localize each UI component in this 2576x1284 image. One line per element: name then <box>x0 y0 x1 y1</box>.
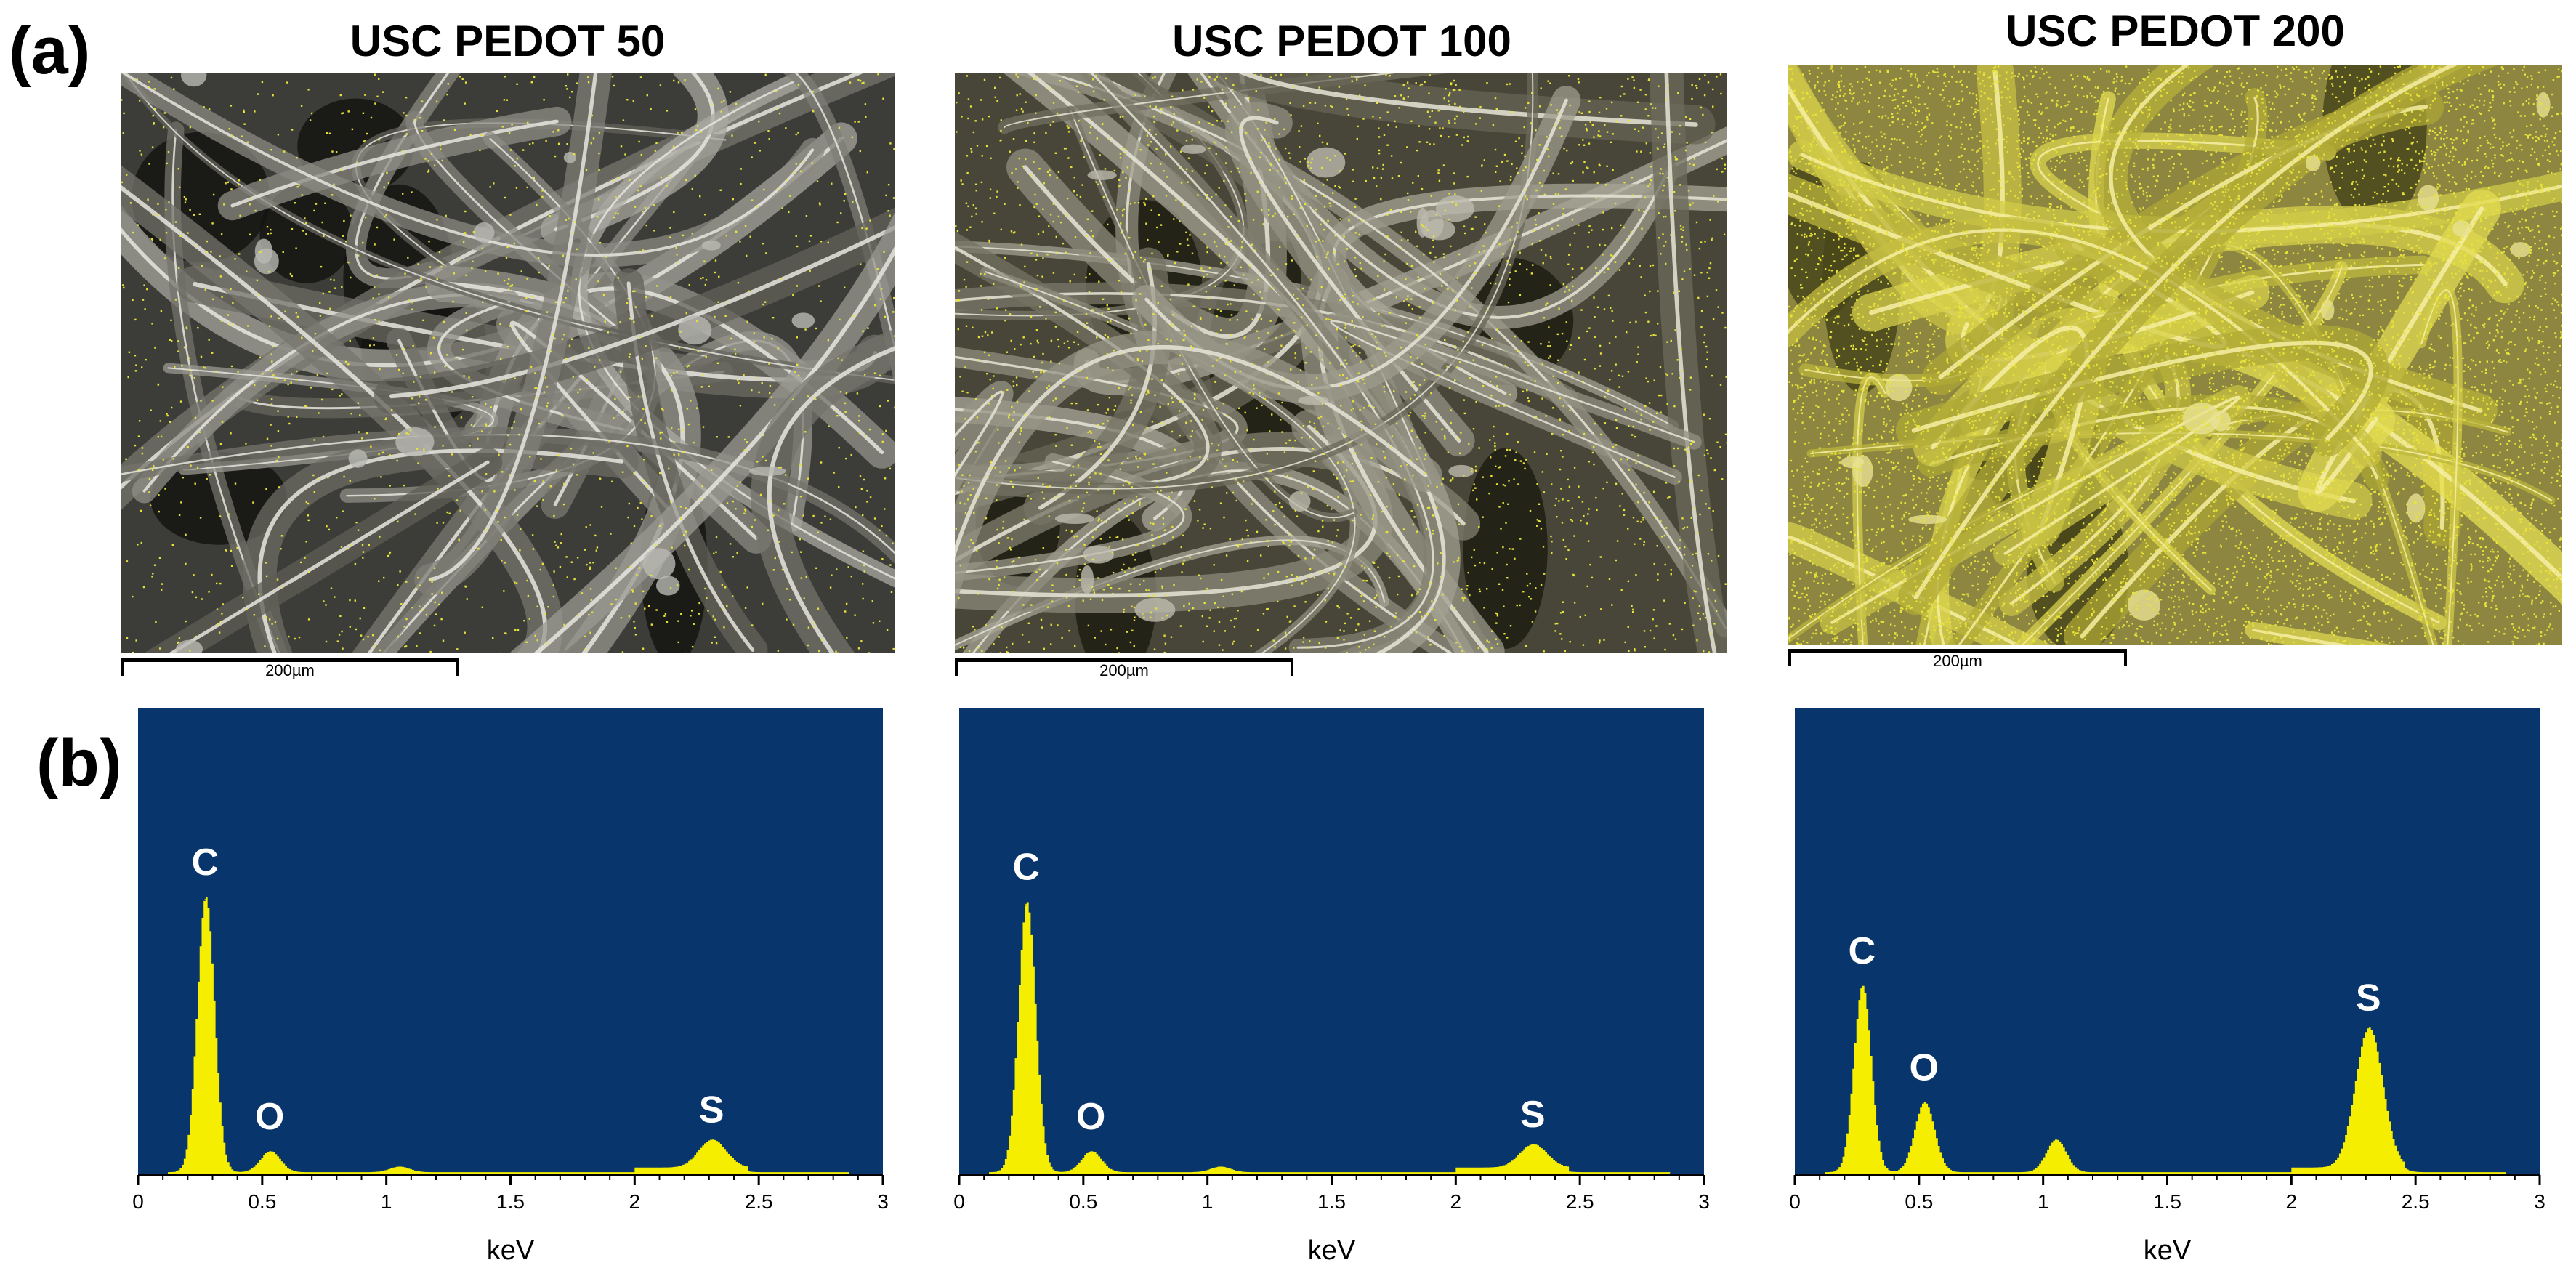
sample-title-100: USC PEDOT 100 <box>1172 17 1511 65</box>
x-tick-label: 3 <box>1698 1190 1710 1213</box>
spectrum-background <box>959 708 1704 1175</box>
x-axis-label: keV <box>2144 1235 2192 1266</box>
peak-label-o: O <box>255 1096 284 1138</box>
spectrum-peak-point <box>204 899 206 901</box>
x-tick-label: 0.5 <box>1905 1190 1933 1213</box>
x-tick-label: 1 <box>2038 1190 2049 1213</box>
peak-label-s: S <box>1520 1094 1546 1136</box>
eds-spectrum-100: C O S 0 0.5 1 1.5 2 2.5 3 keV <box>930 708 1737 1275</box>
sem-image-100 <box>955 73 1727 653</box>
spectrum-peak-point <box>711 1146 713 1148</box>
x-tick-label: 0 <box>1789 1190 1801 1213</box>
spectrum-svg-200: C O S 0 0.5 1 1.5 2 2.5 3 keV <box>1789 708 2545 1266</box>
spectrum-peak-point <box>1219 1168 1221 1171</box>
x-tick-label: 2.5 <box>745 1190 773 1213</box>
x-tick-label: 0 <box>132 1190 144 1213</box>
x-axis-label: keV <box>487 1235 535 1266</box>
spectrum-peak-point <box>1532 1150 1534 1152</box>
peak-label-s: S <box>699 1089 724 1131</box>
spectrum-svg-50: C O S 0 0.5 1 1.5 2 2.5 3 keV <box>132 708 889 1266</box>
x-tick-label: 0.5 <box>248 1190 276 1213</box>
spectrum-peak-point <box>2054 1142 2056 1144</box>
spectrum-background <box>1795 708 2540 1175</box>
sample-title-50: USC PEDOT 50 <box>350 17 666 65</box>
sem-eds-map-200 <box>1788 65 2562 645</box>
scale-bar-50 <box>121 658 459 676</box>
spectrum-peak-point <box>1025 903 1027 905</box>
x-tick-label: 1.5 <box>2153 1190 2181 1213</box>
x-tick-label: 0 <box>953 1190 965 1213</box>
scale-label-100: 200µm <box>1099 661 1149 679</box>
sem-eds-map-100 <box>955 73 1727 653</box>
sem-image-50 <box>121 73 895 653</box>
peak-label-o: O <box>1909 1047 1938 1089</box>
peak-label-c: C <box>191 841 219 884</box>
peak-label-c: C <box>1012 847 1040 889</box>
sample-title-200: USC PEDOT 200 <box>2006 7 2345 55</box>
sem-eds-map-50 <box>121 73 895 653</box>
panel-b-label: (b) <box>36 726 122 800</box>
x-tick-label: 1.5 <box>496 1190 525 1213</box>
x-tick-label: 1.5 <box>1317 1190 1346 1213</box>
peak-label-o: O <box>1076 1096 1105 1138</box>
x-tick-label: 3 <box>877 1190 889 1213</box>
eds-spectrum-50: C O S 0 0.5 1 1.5 2 2.5 3 keV <box>109 708 916 1275</box>
spectrum-peak-point <box>269 1153 271 1155</box>
spectrum-peak-point <box>1923 1104 1925 1106</box>
spectrum-peak-point <box>397 1168 400 1171</box>
sem-image-200 <box>1788 65 2562 645</box>
scale-label-50: 200µm <box>265 661 315 679</box>
x-tick-label: 1 <box>381 1190 392 1213</box>
x-tick-label: 2 <box>629 1190 641 1213</box>
spectrum-svg-100: C O S 0 0.5 1 1.5 2 2.5 3 keV <box>953 708 1710 1266</box>
x-tick-label: 2 <box>2286 1190 2298 1213</box>
x-tick-label: 2.5 <box>1566 1190 1594 1213</box>
spectrum-peak-point <box>1861 988 1863 990</box>
peak-label-s: S <box>2356 977 2381 1019</box>
x-tick-label: 3 <box>2534 1190 2545 1213</box>
scale-bar-200 <box>1788 649 2127 666</box>
spectrum-peak-point <box>1090 1153 1092 1155</box>
spectrum-background <box>138 708 883 1175</box>
eds-spectrum-200: C O S 0 0.5 1 1.5 2 2.5 3 keV <box>1766 708 2572 1275</box>
spectrum-trace <box>1825 985 2506 1175</box>
x-tick-label: 2.5 <box>2402 1190 2430 1213</box>
x-tick-label: 1 <box>1202 1190 1214 1213</box>
x-axis-label: keV <box>1308 1235 1356 1266</box>
spectrum-peak-point <box>2367 1034 2370 1036</box>
panel-a-label: (a) <box>9 14 91 88</box>
scale-label-200: 200µm <box>1933 652 1982 670</box>
scale-bar-100 <box>955 658 1293 676</box>
x-tick-label: 2 <box>1450 1190 1462 1213</box>
x-tick-label: 0.5 <box>1069 1190 1097 1213</box>
peak-label-c: C <box>1848 930 1876 972</box>
